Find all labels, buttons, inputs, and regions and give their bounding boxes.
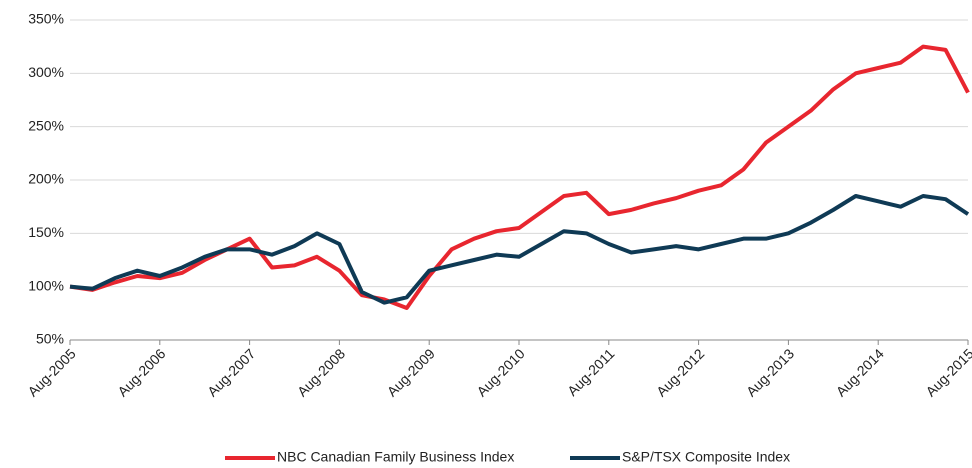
x-tick-label: Aug-2014 bbox=[833, 345, 887, 399]
legend-label: S&P/TSX Composite Index bbox=[622, 449, 790, 465]
y-tick-label: 100% bbox=[28, 277, 64, 293]
x-tick-label: Aug-2010 bbox=[473, 345, 527, 399]
y-tick-label: 150% bbox=[28, 224, 64, 240]
x-tick-label: Aug-2005 bbox=[24, 345, 78, 399]
x-tick-label: Aug-2015 bbox=[922, 345, 972, 399]
y-tick-label: 250% bbox=[28, 117, 64, 133]
series-line bbox=[69, 194, 970, 305]
x-tick-label: Aug-2007 bbox=[204, 345, 258, 399]
y-tick-label: 350% bbox=[28, 11, 64, 27]
legend-label: NBC Canadian Family Business Index bbox=[277, 449, 514, 465]
x-tick-label: Aug-2008 bbox=[294, 345, 348, 399]
x-tick-label: Aug-2011 bbox=[564, 345, 618, 399]
series-line bbox=[69, 44, 970, 310]
x-tick-label: Aug-2006 bbox=[114, 345, 168, 399]
x-tick-label: Aug-2012 bbox=[653, 345, 707, 399]
x-tick-label: Aug-2013 bbox=[743, 345, 797, 399]
y-tick-label: 200% bbox=[28, 171, 64, 187]
x-tick-label: Aug-2009 bbox=[384, 345, 438, 399]
y-tick-label: 300% bbox=[28, 64, 64, 80]
y-tick-label: 50% bbox=[36, 331, 64, 347]
